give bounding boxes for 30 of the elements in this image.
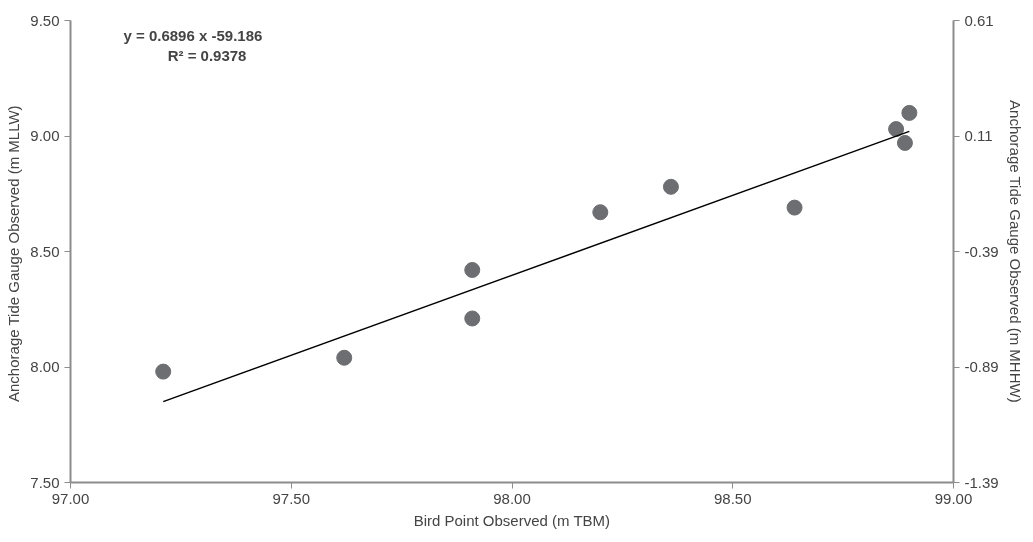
x-tick-label: 98.00 <box>493 489 531 507</box>
point <box>464 310 481 327</box>
y2-tick-label: 0.61 <box>964 11 994 29</box>
y-tick-label: 7.50 <box>30 473 60 491</box>
point <box>896 134 913 151</box>
point <box>888 121 905 138</box>
x-axis-title: Bird Point Observed (m TBM) <box>413 511 611 529</box>
point <box>155 363 172 380</box>
point <box>662 178 679 195</box>
annotation: y = 0.6896 x -59.186 <box>123 26 263 44</box>
x-tick-label: 99.00 <box>934 489 973 507</box>
y2-tick-label: -1.39 <box>964 473 999 491</box>
point <box>464 261 481 278</box>
y-tick-label: 8.00 <box>30 358 60 375</box>
y-tick-label: 9.00 <box>30 127 60 144</box>
y2-tick-label: -0.39 <box>964 242 999 260</box>
point <box>786 199 803 216</box>
x-tick-label: 98.50 <box>713 489 752 507</box>
y2-tick-label: -0.89 <box>964 358 999 375</box>
point <box>901 104 918 121</box>
annotation: R² = 0.9378 <box>167 47 247 65</box>
y-axis-title: Anchorage Tide Gauge Observed (m MLLW) <box>5 105 23 402</box>
x-tick-label: 97.50 <box>272 489 311 507</box>
x-tick-label: 97.00 <box>51 489 90 507</box>
point <box>336 349 353 366</box>
y2-axis-title: Anchorage Tide Gauge Observed (m MHHW) <box>1006 100 1024 403</box>
y-tick-label: 8.50 <box>30 242 60 260</box>
y2-tick-label: 0.11 <box>964 127 993 144</box>
y-tick-label: 9.50 <box>30 11 60 29</box>
point <box>592 204 609 221</box>
